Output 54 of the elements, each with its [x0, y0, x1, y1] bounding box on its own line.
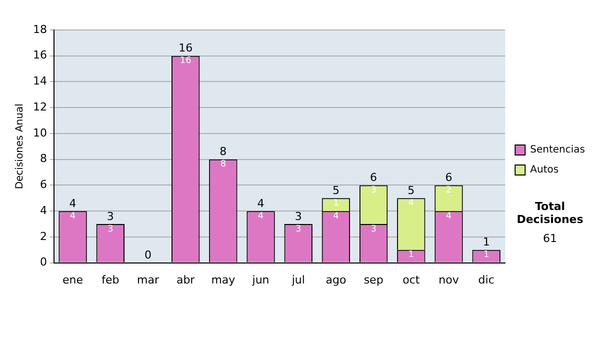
total-label: 4 — [257, 196, 264, 210]
x-tick-label: abr — [176, 273, 196, 286]
total-label: 4 — [69, 196, 76, 210]
y-tick-label: 6 — [40, 178, 47, 192]
y-tick-label: 14 — [32, 74, 47, 88]
total-label: 0 — [144, 248, 152, 262]
x-tick-label: jul — [290, 273, 305, 286]
total-label: 6 — [445, 171, 452, 184]
legend-label: Autos — [530, 164, 559, 176]
data-label: 4 — [408, 198, 414, 208]
x-tick-label: mar — [136, 273, 160, 286]
data-label: 3 — [295, 224, 302, 234]
y-tick-label: 8 — [40, 152, 47, 166]
total-label: 3 — [106, 210, 114, 223]
x-tick-label: sep — [364, 273, 384, 286]
data-label: 3 — [108, 224, 114, 234]
data-label: 3 — [370, 186, 376, 196]
data-label: 1 — [408, 250, 414, 260]
data-label: 4 — [258, 211, 264, 222]
legend-label: Sentencias — [530, 144, 586, 156]
total-label: 3 — [294, 210, 302, 223]
x-tick-label: ago — [326, 273, 346, 286]
data-label: 16 — [180, 56, 192, 66]
data-label: 4 — [446, 211, 452, 222]
x-tick-label: dic — [478, 273, 494, 286]
data-label: 2 — [446, 186, 452, 196]
y-axis-title: Decisiones Anual — [14, 104, 26, 190]
x-tick-label: feb — [102, 273, 120, 286]
x-tick-label: nov — [438, 273, 460, 286]
x-tick-label: may — [211, 273, 236, 286]
total-label: 16 — [178, 42, 193, 55]
text: 61 — [542, 232, 558, 245]
y-tick-label: 0 — [40, 256, 47, 269]
y-tick-label: 10 — [32, 126, 47, 140]
y-tick-label: 4 — [40, 204, 47, 217]
total-label: 5 — [332, 184, 340, 197]
data-label: 8 — [220, 160, 226, 170]
text: Total Decisiones — [516, 200, 584, 226]
y-tick-label: 16 — [32, 48, 47, 62]
x-tick-label: jun — [251, 273, 270, 286]
data-label: 4 — [70, 211, 76, 222]
data-label: 3 — [370, 224, 376, 234]
y-tick-label: 18 — [32, 22, 47, 36]
data-label: 4 — [333, 211, 340, 222]
total-label: 5 — [408, 184, 415, 197]
x-tick-label: oct — [402, 273, 420, 286]
total-label: 8 — [220, 145, 227, 158]
data-label: 1 — [333, 198, 339, 208]
y-tick-label: 12 — [32, 100, 47, 114]
y-tick-label: 2 — [40, 230, 47, 243]
total-label: 6 — [370, 171, 378, 184]
data-label: 1 — [483, 250, 490, 260]
x-tick-label: ene — [62, 273, 84, 286]
total-label: 1 — [482, 236, 490, 249]
